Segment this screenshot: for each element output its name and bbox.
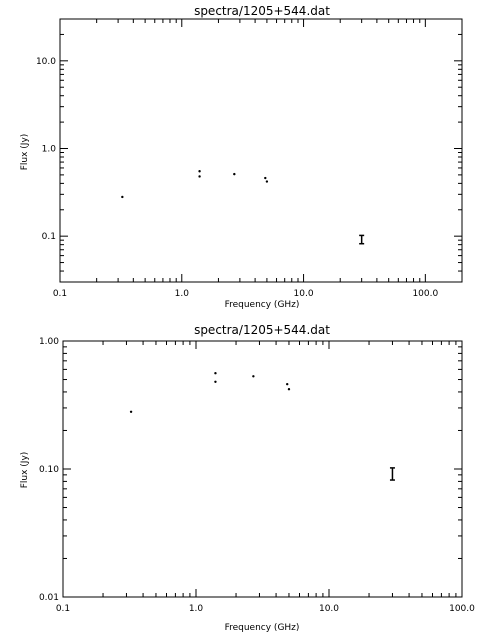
bottom-chart-error-bar-point [389,467,395,481]
bottom-chart-y-tick-label: 1.00 [39,337,59,347]
top-chart-xlabel: Frequency (GHz) [225,300,300,310]
top-chart-error-bar-point [359,234,365,245]
bottom-chart-title: spectra/1205+544.dat [194,323,330,337]
bottom-chart-y-tick-label: 0.10 [39,465,59,475]
bottom-chart-data-point [252,375,255,378]
bottom-chart-data-point [214,372,217,375]
bottom-chart-xlabel: Frequency (GHz) [225,623,300,633]
bottom-chart-plot-frame [62,340,463,598]
top-chart-data-point [121,195,124,199]
bottom-chart-x-tick-label: 0.1 [56,604,70,614]
top-chart-data-point [233,172,236,176]
bottom-chart-data-point [129,410,133,413]
top-chart-data-point [198,170,201,173]
top-chart-y-tick-label: 0.1 [42,232,56,242]
bottom-chart-ticks: 0.1 1.0 10.0 100.0 0.01 0.10 1.00 [39,337,475,614]
top-chart-points [121,170,365,245]
bottom-chart-data-point [214,380,217,384]
bottom-chart-x-tick-label: 100.0 [449,604,475,614]
bottom-chart: spectra/1205+544.dat Frequency (GHz) Flu… [20,323,475,633]
top-chart-y-tick-label: 1.0 [42,144,57,154]
bottom-chart-data-point [287,388,291,391]
bottom-chart-points [129,372,395,481]
top-chart-y-tick-label: 10.0 [36,57,56,67]
top-chart-x-tick-label: 0.1 [53,289,67,299]
top-chart-x-tick-label: 10.0 [294,289,314,299]
bottom-chart-ylabel: Flux (Jy) [20,452,30,489]
top-chart-data-point [265,180,269,183]
bottom-chart-data-point [286,382,289,386]
top-chart: spectra/1205+544.dat Frequency (GHz) Flu… [20,4,463,310]
top-chart-ticks: 0.1 1.0 10.0 100.0 0.1 1.0 10.0 [36,18,463,299]
top-chart-data-point [264,176,267,180]
top-chart-x-tick-label: 100.0 [412,289,438,299]
bottom-chart-x-tick-label: 1.0 [189,604,204,614]
bottom-chart-y-tick-label: 0.01 [39,593,59,603]
top-chart-x-tick-label: 1.0 [175,289,190,299]
top-chart-plot-frame [59,18,463,283]
top-chart-title: spectra/1205+544.dat [194,4,330,18]
bottom-chart-x-tick-label: 10.0 [319,604,339,614]
top-chart-ylabel: Flux (Jy) [20,134,30,171]
top-chart-data-point [198,175,201,178]
